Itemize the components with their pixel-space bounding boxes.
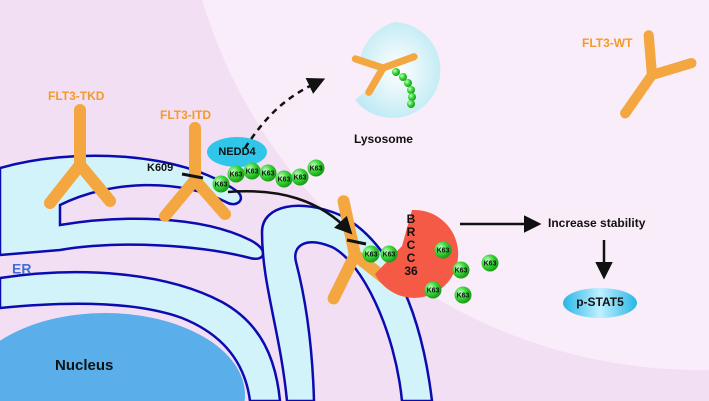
label: Lysosome (354, 132, 413, 146)
itd-bar (181, 172, 204, 180)
label: Nucleus (55, 357, 113, 374)
arrow (227, 190, 353, 235)
label: FLT3-ITD (160, 108, 211, 122)
k63-ball (275, 170, 293, 188)
lysosome-beads (392, 68, 416, 108)
k63-label: K63 (455, 267, 468, 274)
k63-label: K63 (278, 176, 291, 183)
k63-label: K63 (310, 165, 323, 172)
outer-region (202, 0, 709, 370)
p-stat5-protein (563, 288, 637, 318)
k63-label: K63 (215, 181, 228, 188)
k63-ball (227, 165, 245, 183)
k63-ball (452, 261, 470, 279)
k63-label: K63 (484, 260, 497, 267)
nedd4-enzyme (207, 137, 267, 167)
arrow (243, 78, 326, 149)
brcc36-letter: R (407, 225, 416, 239)
k63-label: K63 (383, 251, 396, 258)
k63-label: K63 (230, 171, 243, 178)
brcc36-letter: 36 (404, 264, 418, 278)
k63-ball (291, 168, 309, 186)
label: NEDD4 (218, 146, 256, 158)
brcc36-letter: C (407, 251, 416, 265)
k63-label: K63 (365, 251, 378, 258)
brcc36-letter: B (407, 212, 416, 226)
k63-ball (243, 162, 261, 180)
k63-label: K63 (437, 247, 450, 254)
label: FLT3-WT (582, 36, 633, 50)
itd-bar (346, 238, 367, 246)
k63-ball (380, 245, 398, 263)
k63-ball (212, 175, 230, 193)
k63-label: K63 (427, 287, 440, 294)
k63-label: K63 (262, 170, 275, 177)
k63-label: K63 (294, 174, 307, 181)
k63-ball (424, 281, 442, 299)
brcc36-enzyme (375, 209, 459, 298)
k63-ball (307, 159, 325, 177)
label: p-STAT5 (576, 295, 624, 309)
label: ER (12, 261, 31, 277)
k63-label: K63 (457, 292, 470, 299)
brcc36-letter: C (407, 238, 416, 252)
label: Increase stability (548, 216, 646, 230)
nucleus (0, 313, 245, 401)
k63-ball (454, 286, 472, 304)
k63-ball (434, 241, 452, 259)
k63-label: K63 (246, 168, 259, 175)
label: FLT3-TKD (48, 89, 105, 103)
k63-ball (362, 245, 380, 263)
k63-ball (259, 164, 277, 182)
k63-ball (481, 254, 499, 272)
label: K609 (147, 162, 173, 174)
